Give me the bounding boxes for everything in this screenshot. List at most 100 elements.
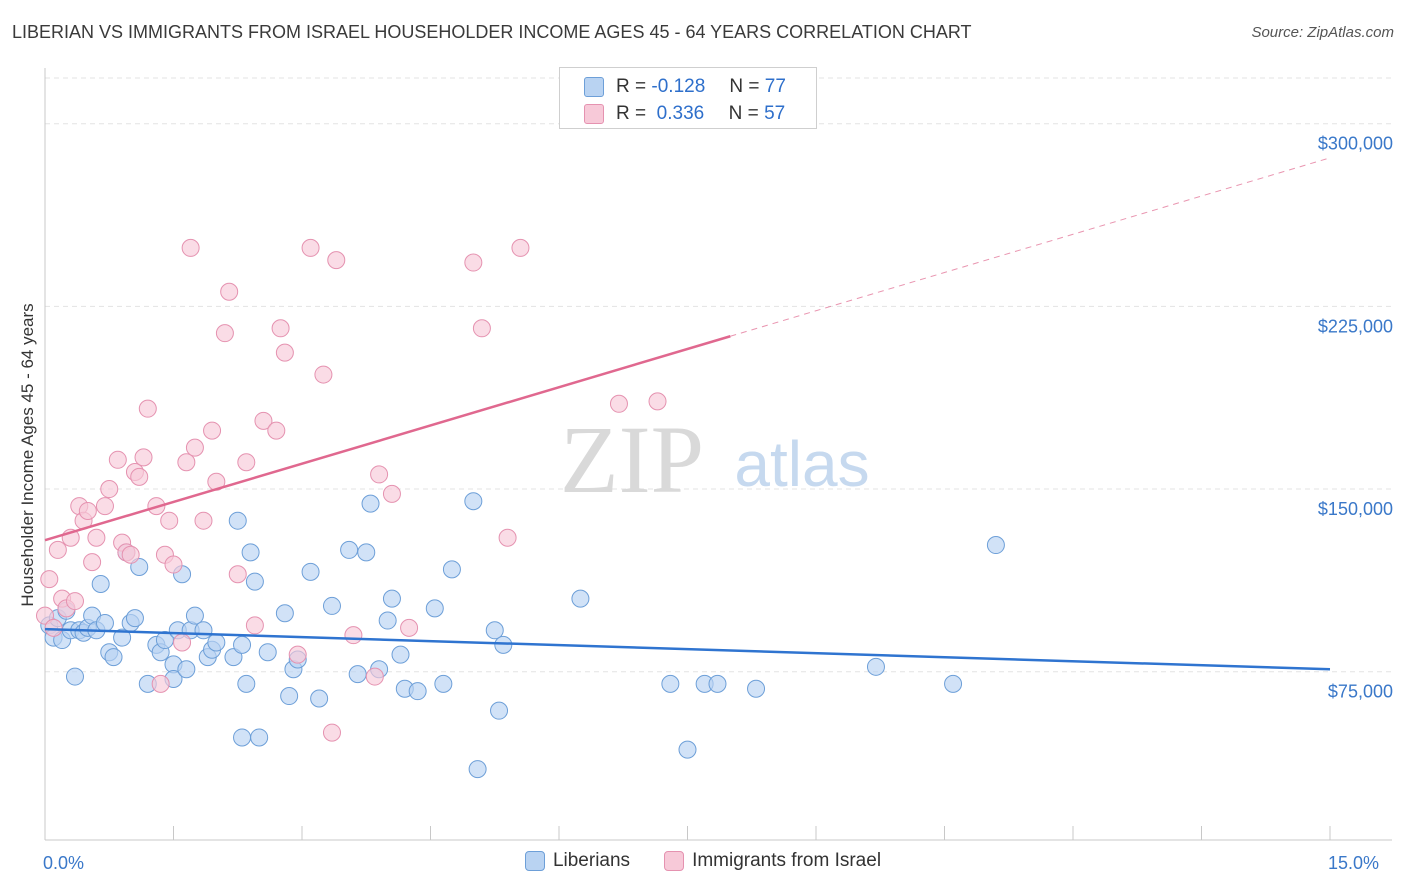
israel-point [151, 674, 170, 693]
liberians-point [280, 687, 299, 706]
n-value: 57 [764, 103, 786, 124]
liberians-point [485, 621, 504, 640]
israel-point [40, 570, 59, 589]
liberians-point [185, 606, 204, 625]
israel-point [275, 343, 294, 362]
israel-point [78, 501, 97, 520]
watermark: ZIP atlas [560, 406, 870, 513]
liberians-point [378, 611, 397, 630]
liberians-point [357, 543, 376, 562]
liberians-point [747, 679, 766, 698]
x-tick-label-max: 15.0% [1328, 853, 1380, 873]
liberians-point [382, 589, 401, 608]
y-tick-label: $75,000 [1328, 682, 1393, 702]
liberians-point [408, 682, 427, 701]
liberians-point [245, 572, 264, 591]
israel-point [215, 324, 234, 343]
israel-legend-swatch [664, 851, 685, 871]
trend-lines [44, 157, 1331, 671]
n-label: N = [729, 76, 760, 97]
israel-point [173, 633, 192, 652]
israel-point [87, 528, 106, 547]
liberians-point [442, 560, 461, 579]
y-tick-labels: $75,000 $150,000 $225,000 $300,000 [1318, 134, 1393, 702]
israel-point [271, 319, 290, 338]
israel-point [220, 282, 239, 301]
israel-point [314, 365, 333, 384]
data-points [36, 238, 1005, 779]
israel-point [194, 511, 213, 530]
liberians-point [944, 674, 963, 693]
liberians-point [177, 660, 196, 679]
liberians-point [258, 643, 277, 662]
r-label: R = [616, 103, 647, 124]
liberians-point [241, 543, 260, 562]
stats-row-israel: R = 0.336 N = 57 [584, 101, 785, 127]
stats-row-liberians: R = -0.128 N = 77 [584, 74, 786, 100]
liberians-point [464, 492, 483, 511]
liberians-point [224, 648, 243, 667]
israel-point [267, 421, 286, 440]
israel-point [177, 453, 196, 472]
liberians-point [986, 536, 1005, 555]
liberians-point [708, 674, 727, 693]
liberians-point [340, 540, 359, 559]
liberians-point [250, 728, 269, 747]
liberians-point [391, 645, 410, 664]
liberians-point [468, 760, 487, 779]
israel-point [160, 511, 179, 530]
liberians-point [104, 648, 123, 667]
israel-point [301, 238, 320, 257]
israel-trend-line [44, 335, 731, 542]
israel-point [400, 618, 419, 637]
israel-point [327, 251, 346, 270]
r-value: 0.336 [656, 103, 705, 124]
liberians-point [233, 728, 252, 747]
israel-point [185, 438, 204, 457]
israel-point [370, 465, 389, 484]
legend-label: Liberians [552, 850, 631, 871]
legend-item-liberians[interactable]: Liberians [524, 850, 631, 872]
liberians-point [194, 621, 213, 640]
liberians-point [233, 635, 252, 654]
israel-point [464, 253, 483, 272]
israel-point [130, 467, 149, 486]
chart-source: Source: ZipAtlas.com [1251, 24, 1394, 41]
liberians-point [678, 740, 697, 759]
israel-point [254, 411, 273, 430]
legend-label: Immigrants from Israel [692, 850, 882, 871]
liberians-legend-swatch [524, 851, 545, 871]
stats-legend: R = -0.128 N = 77 R = 0.336 N = 57 [559, 67, 817, 129]
israel-point [108, 450, 127, 469]
liberians-point [434, 674, 453, 693]
israel-point [121, 545, 140, 564]
israel-point [382, 484, 401, 503]
israel-swatch [584, 104, 604, 124]
israel-point [95, 497, 114, 516]
israel-point [164, 555, 183, 574]
legend-item-israel[interactable]: Immigrants from Israel [664, 850, 881, 872]
liberians-point [91, 575, 110, 594]
israel-point [181, 238, 200, 257]
x-tick-label-min: 0.0% [43, 853, 85, 873]
israel-point [288, 645, 307, 664]
israel-point [65, 592, 84, 611]
liberians-point [95, 613, 114, 632]
liberians-point [425, 599, 444, 618]
liberians-point [322, 596, 341, 615]
israel-point [245, 616, 264, 635]
y-tick-label: $150,000 [1318, 499, 1393, 519]
y-tick-label: $300,000 [1318, 134, 1393, 154]
axes [44, 68, 1392, 841]
israel-point [237, 453, 256, 472]
israel-point [203, 421, 222, 440]
r-value: -0.128 [651, 76, 706, 97]
israel-point [344, 626, 363, 645]
liberians-trend-line [44, 627, 1331, 671]
israel-point [609, 394, 628, 413]
israel-point [134, 448, 153, 467]
liberians-point [571, 589, 590, 608]
israel-point [100, 480, 119, 499]
israel-point [228, 565, 247, 584]
